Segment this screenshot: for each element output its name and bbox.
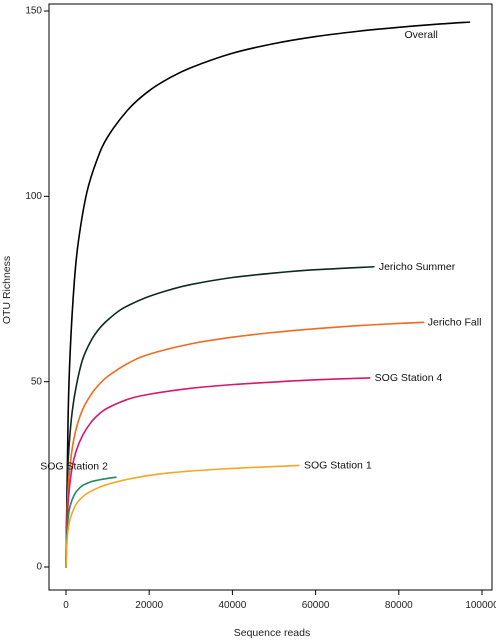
x-tick-label: 40000 <box>218 600 246 611</box>
series-label-sog-station-2: SOG Station 2 <box>40 460 108 472</box>
y-tick-label: 150 <box>25 6 42 17</box>
plot-border <box>48 3 493 591</box>
series-label-sog-station-4: SOG Station 4 <box>375 372 443 384</box>
x-axis-title: Sequence reads <box>234 627 310 639</box>
series-line-sog-station-4 <box>65 377 371 568</box>
series-lines <box>65 21 471 568</box>
x-tick-label: 100000 <box>465 600 496 611</box>
series-label-sog-station-1: SOG Station 1 <box>304 459 372 471</box>
series-line-jericho-fall <box>65 321 425 568</box>
series-line-overall <box>65 21 471 568</box>
x-tick-label: 80000 <box>385 600 413 611</box>
plot-frame <box>48 3 493 591</box>
series-labels: Overall Jericho Summer Jericho Fall SOG Sta… <box>40 29 481 472</box>
series-line-jericho-summer <box>65 265 375 568</box>
x-tick-label: 20000 <box>135 600 163 611</box>
x-tick-label: 60000 <box>302 600 330 611</box>
series-line-sog-station-2 <box>65 476 117 568</box>
y-tick-label: 50 <box>31 376 43 387</box>
series-label-jericho-summer: Jericho Summer <box>379 261 456 273</box>
series-label-jericho-fall: Jericho Fall <box>428 316 482 328</box>
axes: 0 20000 40000 60000 80000 100000 0 50 100 150 <box>25 6 496 611</box>
series-line-sog-station-1 <box>65 464 300 568</box>
series-label-overall: Overall <box>405 29 438 41</box>
y-tick-label: 0 <box>36 562 42 573</box>
y-tick-label: 100 <box>25 191 42 202</box>
y-axis-title: OTU Richness <box>1 256 13 324</box>
x-tick-label: 0 <box>63 600 69 611</box>
